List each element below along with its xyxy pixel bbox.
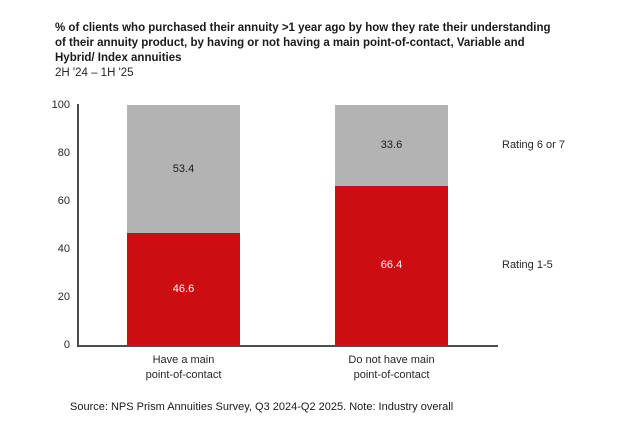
chart-title: % of clients who purchased their annuity…: [55, 22, 551, 64]
y-axis-tick-label: 40: [57, 243, 70, 255]
source-note: Source: NPS Prism Annuities Survey, Q3 2…: [70, 401, 454, 413]
data-label: 66.4: [380, 259, 403, 272]
bar-segment-rating-1-5: 46.6: [127, 233, 240, 345]
y-axis-tick-label: 20: [57, 291, 70, 303]
data-label: 33.6: [380, 139, 403, 152]
legend-item-rating-1-5: Rating 1-5: [502, 259, 553, 272]
bar-segment-rating-1-5: 66.4: [335, 185, 448, 345]
category-label: Do not have main point-of-contact: [348, 354, 435, 381]
bar-segment-rating-6-or-7: 33.6: [335, 105, 448, 186]
y-axis-line: [77, 104, 79, 347]
y-axis-tick-label: 0: [63, 339, 70, 351]
legend-item-rating-6-or-7: Rating 6 or 7: [502, 139, 565, 152]
data-label: 46.6: [172, 283, 195, 296]
data-label: 53.4: [172, 163, 195, 176]
y-axis-tick-label: 100: [51, 99, 70, 111]
y-axis-tick-label: 80: [57, 147, 70, 159]
chart-subtitle: 2H '24 – 1H '25: [55, 67, 134, 79]
y-axis-tick-label: 60: [57, 195, 70, 207]
category-label: Have a main point-of-contact: [145, 354, 222, 381]
bar-segment-rating-6-or-7: 53.4: [127, 105, 240, 234]
x-axis-line: [77, 345, 498, 347]
